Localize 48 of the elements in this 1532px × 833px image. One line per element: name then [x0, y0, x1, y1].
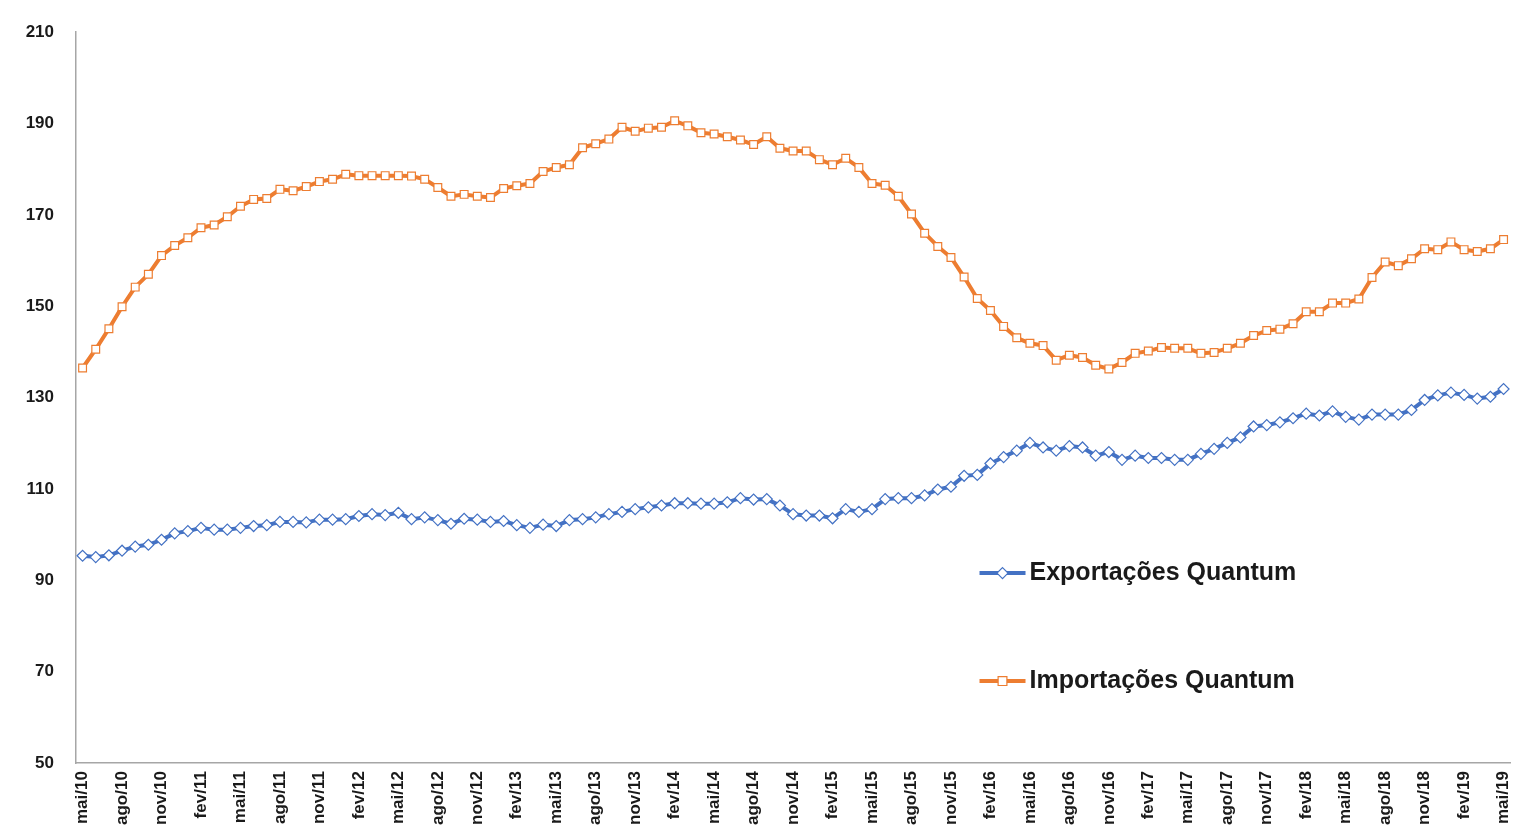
x-tick-label: nov/14 [782, 770, 802, 825]
x-tick-label: nov/16 [1098, 771, 1118, 825]
y-tick-label: 90 [35, 570, 54, 590]
y-tick-label: 210 [25, 21, 54, 41]
x-tick-label: ago/15 [901, 771, 921, 825]
x-tick-label: mai/12 [388, 771, 408, 825]
y-tick-label: 70 [35, 661, 54, 681]
y-tick-label: 170 [25, 204, 54, 224]
legend-label: Importações Quantum [1029, 664, 1295, 693]
x-tick-label: fev/19 [1453, 771, 1473, 820]
x-tick-label: nov/13 [624, 771, 644, 825]
y-tick-label: 130 [25, 387, 54, 407]
x-tick-label: fev/18 [1295, 771, 1315, 820]
x-tick-label: ago/10 [111, 771, 131, 825]
y-tick-label: 190 [25, 113, 54, 133]
x-tick-label: fev/17 [1138, 771, 1158, 820]
x-tick-label: ago/14 [743, 770, 763, 825]
x-tick-label: mai/14 [703, 770, 723, 825]
x-tick-label: fev/15 [822, 771, 842, 820]
x-tick-label: nov/11 [309, 771, 329, 825]
x-tick-label: fev/16 [980, 771, 1000, 820]
x-tick-label: mai/11 [230, 771, 250, 824]
x-tick-label: ago/17 [1216, 771, 1236, 825]
legend-label: Exportações Quantum [1029, 556, 1297, 585]
y-tick-label: 110 [26, 478, 54, 498]
x-tick-label: fev/11 [190, 771, 210, 819]
x-tick-label: nov/17 [1256, 771, 1276, 825]
x-tick-label: nov/10 [151, 771, 171, 825]
x-tick-label: fev/12 [348, 771, 368, 820]
x-tick-label: mai/13 [545, 771, 565, 825]
x-tick-label: fev/13 [506, 771, 526, 820]
x-tick-label: nov/12 [466, 771, 486, 825]
x-tick-label: ago/12 [427, 771, 447, 825]
x-tick-label: ago/11 [269, 771, 289, 825]
x-tick-label: nov/18 [1414, 771, 1434, 825]
x-tick-label: mai/10 [72, 771, 92, 825]
x-tick-label: nov/15 [940, 771, 960, 825]
x-tick-label: mai/15 [861, 771, 881, 825]
x-tick-label: mai/19 [1493, 771, 1513, 825]
x-tick-label: mai/16 [1019, 771, 1039, 825]
x-tick-label: ago/13 [585, 771, 605, 825]
y-tick-label: 150 [25, 295, 54, 315]
x-tick-label: mai/17 [1177, 771, 1197, 825]
x-tick-label: ago/16 [1059, 771, 1079, 825]
x-tick-label: ago/18 [1374, 771, 1394, 825]
y-tick-label: 50 [35, 752, 54, 772]
x-tick-label: mai/18 [1335, 771, 1355, 825]
x-tick-label: fev/14 [664, 770, 684, 820]
